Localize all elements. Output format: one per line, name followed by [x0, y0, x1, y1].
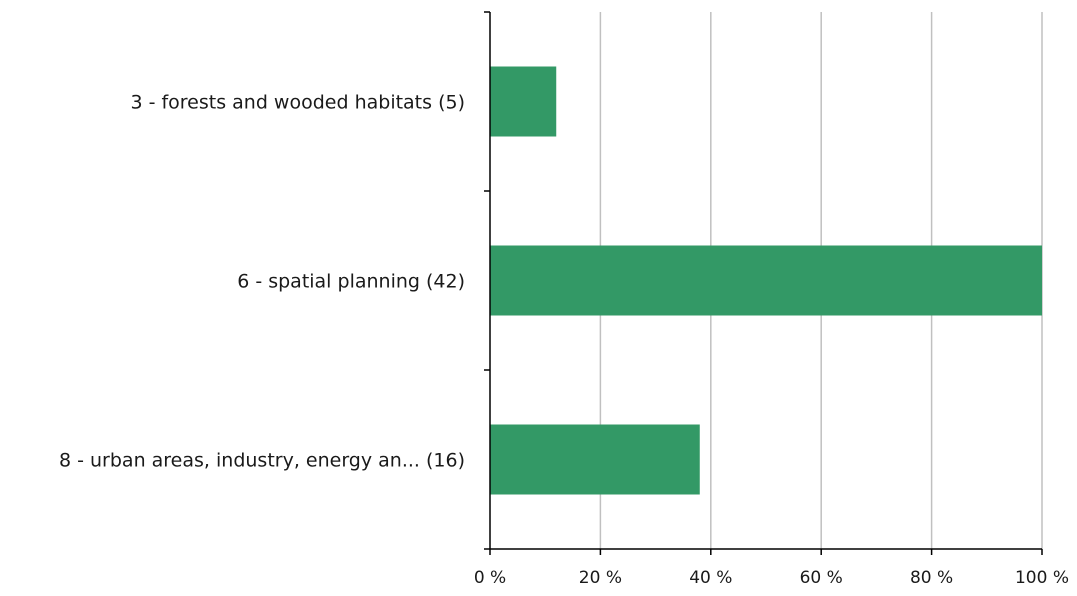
x-tick-label-5: 100 % [1015, 568, 1069, 588]
tick-labels: 0 % 20 % 40 % 60 % 80 % 100 % [474, 568, 1069, 588]
category-label-0: 3 - forests and wooded habitats (5) [130, 92, 465, 114]
category-label-2: 8 - urban areas, industry, energy an... … [59, 450, 465, 472]
bars [490, 66, 1042, 495]
x-tick-label-4: 80 % [910, 568, 953, 588]
x-tick-label-0: 0 % [474, 568, 506, 588]
x-tick-label-1: 20 % [579, 568, 622, 588]
bar-2 [490, 424, 700, 495]
bar-1 [490, 245, 1042, 316]
category-label-1: 6 - spatial planning (42) [237, 271, 465, 293]
category-labels: 3 - forests and wooded habitats (5) 6 - s… [59, 92, 465, 472]
x-tick-label-2: 40 % [689, 568, 732, 588]
bar-0 [490, 66, 557, 137]
axes [484, 11, 1043, 555]
x-tick-label-3: 60 % [800, 568, 843, 588]
